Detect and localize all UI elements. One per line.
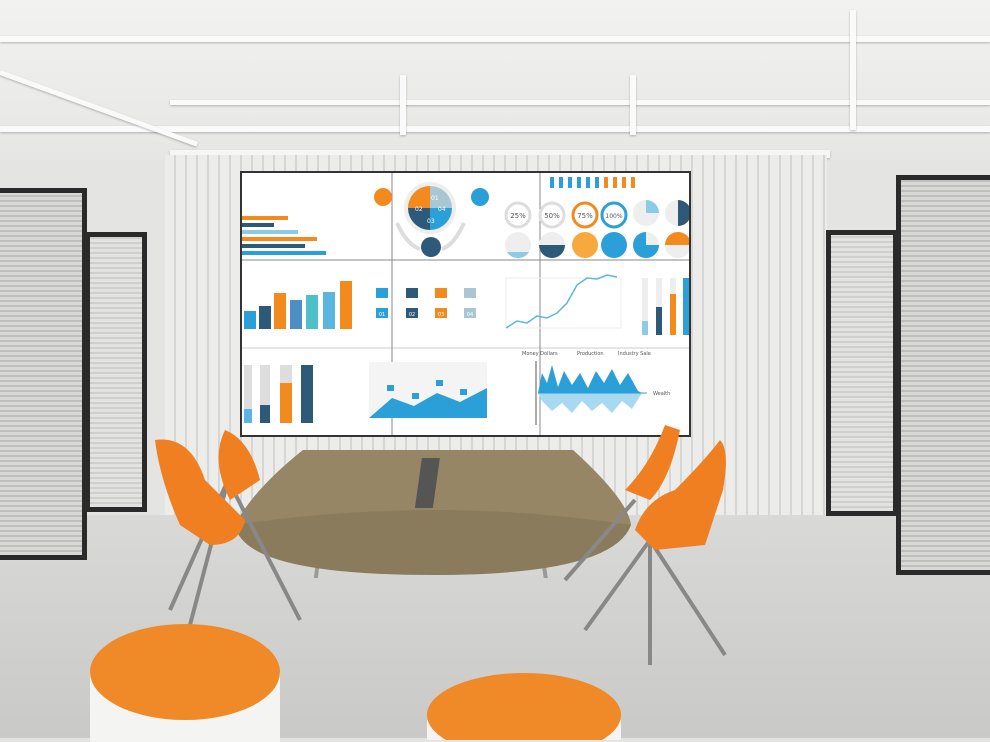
horizontal-bar-chart: [242, 216, 326, 255]
cylinder-chart: [244, 365, 313, 423]
step-label: 01: [379, 312, 385, 318]
monitor-icon: [374, 188, 392, 206]
line-chart: [505, 274, 622, 329]
legend-industry-sale: Industry Sale: [618, 351, 651, 357]
pie-label: 04: [438, 206, 446, 213]
ceiling-pipe: [170, 100, 990, 105]
ceiling-pipe: [0, 36, 990, 42]
ceiling-pipe: [850, 10, 856, 130]
network-icon: [471, 188, 489, 206]
right-doorway: [826, 230, 898, 516]
step-label: 02: [409, 312, 415, 318]
ceiling-pipe: [0, 70, 199, 147]
column-chart: [244, 281, 352, 329]
pie-chart: 01 02 03 04: [404, 182, 456, 234]
ring-label: 100%: [605, 213, 622, 220]
ceiling: [0, 0, 990, 160]
pie-label: 03: [427, 218, 435, 225]
ceiling-beam: [170, 150, 830, 158]
area-chart: [369, 362, 487, 418]
pie-label: 01: [431, 195, 439, 202]
legend-money-dollars: Money Dollars: [522, 351, 558, 357]
ceiling-pipe: [400, 75, 406, 135]
legend-production: Production: [577, 351, 604, 357]
pie-label: 02: [415, 206, 423, 213]
dashboard-graphics: 01 02 03 04 25% 50% 75% 100%: [242, 173, 691, 435]
axis-label-wealth: Wealth: [653, 391, 670, 397]
right-glass-partition: [896, 175, 990, 575]
ring-label: 75%: [577, 212, 593, 220]
ring-label: 50%: [544, 212, 560, 220]
left-doorway: [85, 232, 147, 512]
percent-rings: 25% 50% 75% 100%: [504, 200, 691, 259]
ring-label: 25%: [510, 212, 526, 220]
orange-stool-right: [427, 673, 621, 740]
step-label: 03: [438, 312, 444, 318]
step-indicators: 01 02 03 04: [376, 288, 476, 318]
orange-chair-right: [563, 425, 727, 665]
left-glass-partition: [0, 188, 87, 560]
wave-chart: Money Dollars Production Industry Sale W…: [522, 351, 670, 425]
people-icons: [550, 177, 635, 188]
cable-tray: [414, 458, 440, 508]
conference-table: [235, 450, 631, 578]
ceiling-pipe: [630, 75, 636, 135]
orange-chair-left: [155, 430, 302, 626]
progress-columns: [642, 278, 689, 335]
orange-stool-left: [90, 624, 280, 742]
step-label: 04: [467, 312, 473, 318]
lock-icon: [421, 237, 441, 257]
ceiling-pipe: [0, 126, 990, 132]
video-wall-screen: 01 02 03 04 25% 50% 75% 100%: [240, 171, 691, 437]
